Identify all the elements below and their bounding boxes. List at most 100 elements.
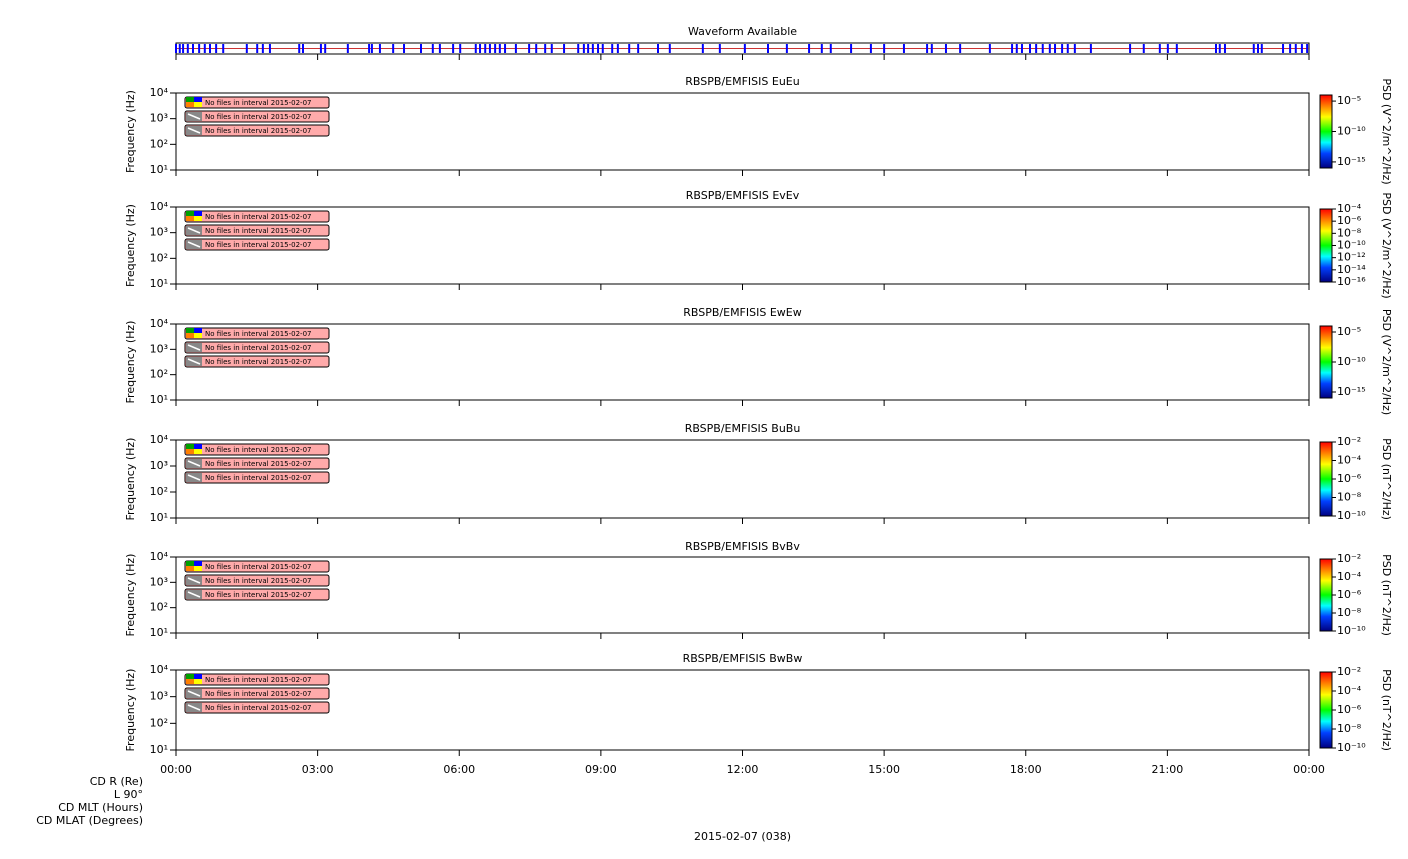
colorbar-tick-label: 10⁻¹⁰ [1337, 509, 1366, 522]
message-icon [186, 216, 194, 221]
y-tick-label: 10¹ [150, 511, 168, 524]
message-icon [194, 566, 202, 571]
colorbar [1319, 558, 1333, 632]
y-tick-label: 10³ [150, 112, 168, 125]
message-icon [187, 577, 201, 584]
message-icon [194, 333, 202, 338]
y-tick-label: 10² [150, 485, 168, 498]
colorbar [1319, 208, 1333, 283]
panel-frame [175, 92, 1310, 171]
message-box [184, 443, 330, 456]
y-tick-label: 10² [150, 137, 168, 150]
message-text: No files in interval 2015-02-07 [205, 591, 311, 599]
message-text: No files in interval 2015-02-07 [205, 460, 311, 468]
y-tick-label: 10³ [150, 690, 168, 703]
colorbar-tick-label: 10⁻¹⁰ [1337, 741, 1366, 754]
message-icon [187, 241, 201, 248]
y-tick-label: 10⁴ [150, 317, 169, 330]
message-icon [186, 333, 194, 338]
ephemeris-label: L 90° [114, 788, 143, 801]
message-box [184, 457, 330, 470]
x-tick-label: 09:00 [585, 763, 617, 776]
colorbar-tick-label: 10⁻⁶ [1337, 703, 1362, 716]
panel-frame [175, 556, 1310, 634]
y-tick-label: 10¹ [150, 163, 168, 176]
message-icon [187, 474, 201, 481]
panel-title: RBSPB/EMFISIS EvEv [686, 189, 800, 202]
message-icon [187, 591, 201, 598]
colorbar-tick-label: 10⁻¹² [1337, 251, 1366, 264]
message-text: No files in interval 2015-02-07 [205, 690, 311, 698]
colorbar-tick-label: 10⁻¹⁵ [1337, 155, 1366, 168]
message-icon [187, 690, 201, 697]
panel-frame [175, 323, 1310, 401]
y-tick-label: 10³ [150, 575, 168, 588]
panel-title: RBSPB/EMFISIS EuEu [685, 75, 799, 88]
colorbar-tick-label: 10⁻¹⁵ [1337, 385, 1366, 398]
message-box [184, 588, 330, 601]
message-text: No files in interval 2015-02-07 [205, 213, 311, 221]
colorbar-tick-label: 10⁻² [1337, 435, 1361, 448]
x-tick-label: 18:00 [1010, 763, 1042, 776]
x-tick-label: 06:00 [443, 763, 475, 776]
y-tick-label: 10² [150, 716, 168, 729]
message-icon [186, 449, 194, 454]
y-axis-label: Frequency (Hz) [124, 438, 137, 521]
message-icon [186, 674, 194, 679]
message-icon [194, 211, 202, 216]
message-icon [194, 102, 202, 107]
message-box [184, 327, 330, 340]
message-icon [186, 679, 194, 684]
x-tick-label: 15:00 [868, 763, 900, 776]
message-icon [186, 97, 194, 102]
colorbar-tick-label: 10⁻⁸ [1337, 226, 1362, 239]
x-tick-label: 21:00 [1152, 763, 1184, 776]
message-text: No files in interval 2015-02-07 [205, 358, 311, 366]
message-icon [187, 344, 201, 351]
colorbar-label: PSD (nT^2/Hz) [1380, 438, 1393, 520]
colorbar-label: PSD (V^2/m^2/Hz) [1380, 309, 1393, 415]
message-icon [186, 561, 194, 566]
y-tick-label: 10³ [150, 342, 168, 355]
message-text: No files in interval 2015-02-07 [205, 446, 311, 454]
message-box [184, 471, 330, 484]
message-icon [187, 704, 201, 711]
colorbar-tick-label: 10⁻¹⁰ [1337, 355, 1366, 368]
colorbar [1319, 671, 1333, 749]
message-box [184, 574, 330, 587]
message-text: No files in interval 2015-02-07 [205, 704, 311, 712]
colorbar-tick-label: 10⁻¹⁶ [1337, 275, 1366, 288]
message-box [184, 673, 330, 686]
message-text: No files in interval 2015-02-07 [205, 99, 311, 107]
colorbar-tick-label: 10⁻¹⁰ [1337, 125, 1366, 138]
y-axis-label: Frequency (Hz) [124, 321, 137, 404]
y-tick-label: 10³ [150, 459, 168, 472]
message-icon [186, 102, 194, 107]
colorbar-tick-label: 10⁻² [1337, 552, 1361, 565]
x-tick-label: 00:00 [1293, 763, 1325, 776]
message-box [184, 341, 330, 354]
message-text: No files in interval 2015-02-07 [205, 241, 311, 249]
panel-title: RBSPB/EMFISIS BuBu [685, 422, 801, 435]
colorbar-tick-label: 10⁻⁴ [1337, 454, 1362, 467]
colorbar-tick-label: 10⁻⁸ [1337, 722, 1362, 735]
colorbar-tick-label: 10⁻¹⁰ [1337, 624, 1366, 637]
colorbar-tick-label: 10⁻⁴ [1337, 684, 1362, 697]
y-tick-label: 10¹ [150, 626, 168, 639]
colorbar-tick-label: 10⁻⁵ [1337, 94, 1361, 107]
message-text: No files in interval 2015-02-07 [205, 577, 311, 585]
y-tick-label: 10¹ [150, 743, 168, 756]
panel-frame [175, 669, 1310, 751]
ephemeris-label: CD R (Re) [90, 775, 143, 788]
y-tick-label: 10⁴ [150, 663, 169, 676]
message-text: No files in interval 2015-02-07 [205, 127, 311, 135]
message-box [184, 210, 330, 223]
message-icon [186, 444, 194, 449]
message-icon [194, 679, 202, 684]
message-text: No files in interval 2015-02-07 [205, 330, 311, 338]
panel-frame [175, 206, 1310, 285]
y-tick-label: 10⁴ [150, 86, 169, 99]
message-icon [187, 127, 201, 134]
message-box [184, 238, 330, 251]
message-icon [187, 460, 201, 467]
